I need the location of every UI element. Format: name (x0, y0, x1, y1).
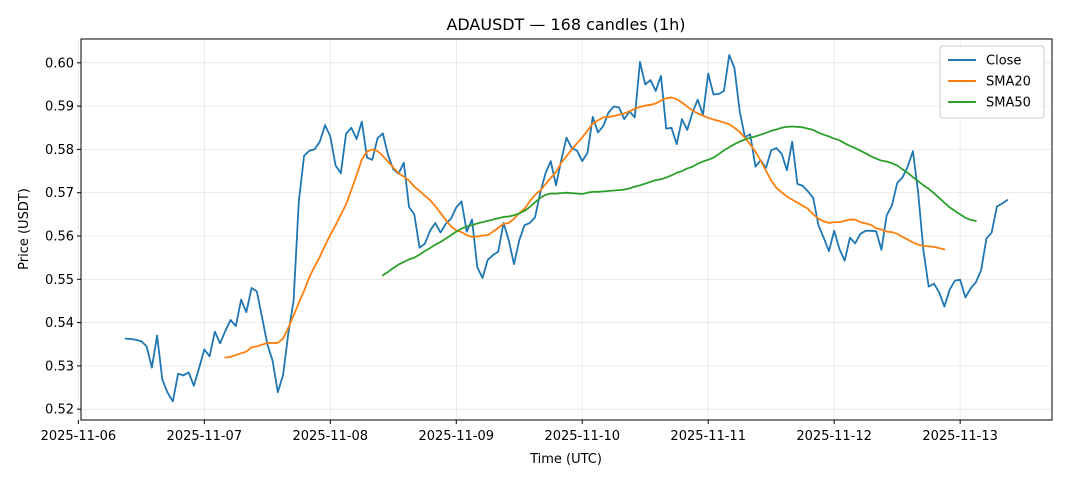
y-tick-label: 0.54 (45, 316, 74, 331)
legend-box (939, 45, 1045, 119)
y-tick-label: 0.59 (45, 100, 74, 115)
series-line-sma50 (381, 125, 977, 277)
x-tick-label: 2025-11-07 (167, 429, 243, 444)
legend: Close SMA20 SMA50 (939, 45, 1045, 119)
x-axis-label: Time (UTC) (529, 452, 602, 467)
x-tick-label: 2025-11-12 (796, 429, 872, 444)
series-layer (124, 54, 1009, 403)
y-tick-label: 0.57 (45, 186, 74, 201)
x-tick-label: 2025-11-10 (544, 429, 620, 444)
y-tick-label: 0.58 (45, 143, 74, 158)
y-tick-label: 0.55 (45, 273, 74, 288)
grid-lines (77, 39, 1052, 420)
legend-label-close: Close (986, 54, 1021, 69)
y-axis: 0.52 0.53 0.54 0.55 0.56 0.57 0.58 0.59 0.60 (45, 56, 81, 418)
y-tick-label: 0.52 (45, 403, 74, 418)
y-axis-label: Price (USDT) (17, 188, 32, 270)
y-tick-label: 0.60 (45, 56, 74, 71)
y-tick-label: 0.53 (45, 359, 74, 374)
chart-title: ADAUSDT — 168 candles (1h) (446, 15, 685, 34)
x-tick-label: 2025-11-08 (293, 429, 369, 444)
x-tick-label: 2025-11-11 (670, 429, 746, 444)
series-line-sma20 (224, 96, 946, 359)
legend-label-sma50: SMA50 (986, 96, 1031, 111)
x-tick-label: 2025-11-06 (41, 429, 117, 444)
x-tick-label: 2025-11-09 (418, 429, 494, 444)
x-tick-label: 2025-11-13 (922, 429, 998, 444)
x-axis: 2025-11-06 2025-11-07 2025-11-08 2025-11-09… (41, 420, 998, 444)
legend-label-sma20: SMA20 (986, 75, 1031, 90)
plot-frame (80, 38, 1053, 421)
y-tick-label: 0.56 (45, 229, 74, 244)
series-line-close (124, 54, 1009, 403)
